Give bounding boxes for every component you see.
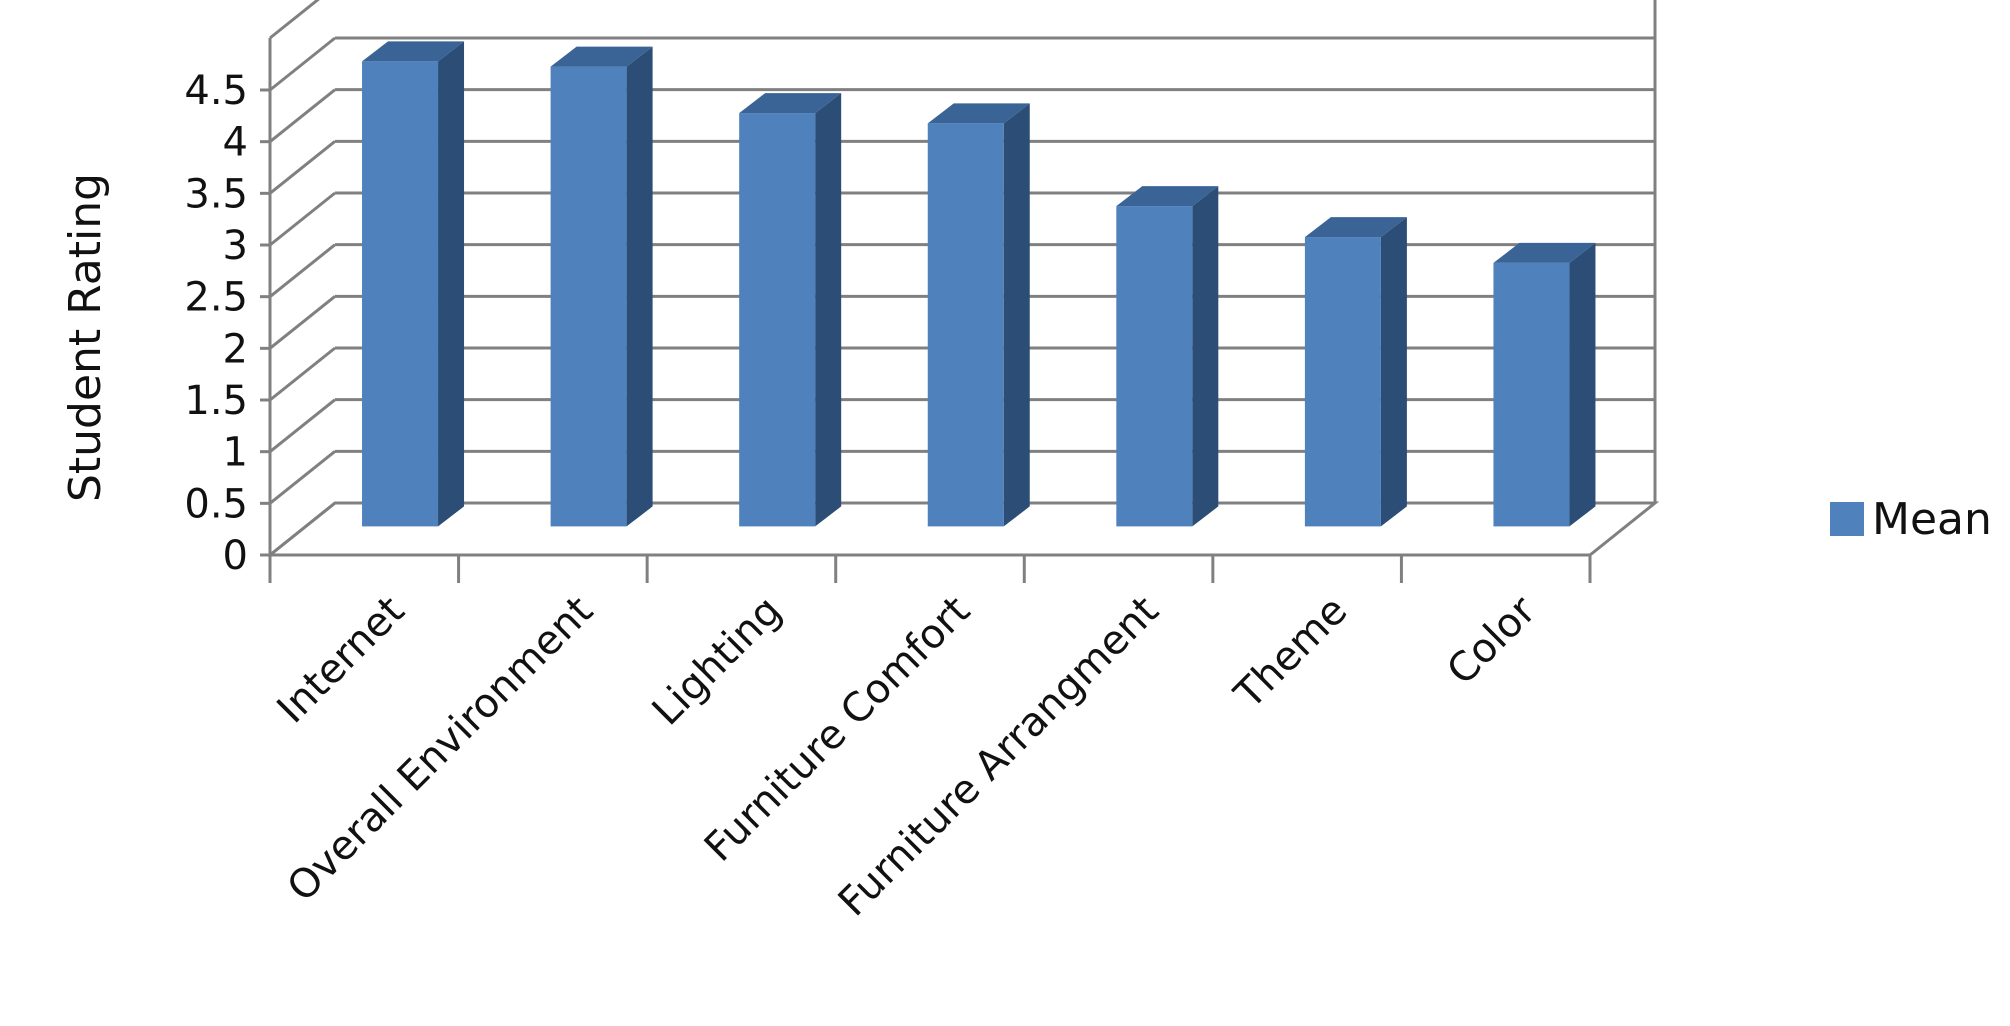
bar-side	[438, 41, 465, 527]
bar	[1304, 217, 1407, 527]
bar	[362, 41, 465, 527]
bar-top	[362, 41, 465, 62]
bar	[550, 46, 653, 527]
x-tick-label: Theme	[1225, 588, 1356, 719]
axes	[260, 0, 1657, 583]
gridline-side	[269, 0, 320, 40]
gridline-side	[269, 243, 336, 298]
bar	[739, 93, 842, 527]
bar-front	[927, 123, 1004, 527]
bar-front	[1493, 262, 1570, 527]
bar-front	[550, 66, 627, 527]
legend: Mean	[1830, 494, 1992, 545]
y-tick-labels: 0 0.5 1 1.5 2 2.5 3 3.5 4 4.5	[184, 68, 248, 579]
y-tick-label: 4	[223, 120, 248, 166]
bars	[362, 41, 1596, 527]
bar	[1116, 186, 1219, 527]
bar-top	[1116, 186, 1219, 207]
gridline-side	[269, 346, 336, 402]
x-tick-label: Furniture Arrangment	[830, 588, 1168, 926]
bar-top	[1304, 217, 1407, 238]
bar-front	[362, 61, 439, 527]
bar-top	[927, 103, 1030, 124]
gridline-side	[269, 450, 336, 505]
bar-front	[1304, 237, 1381, 527]
x-tick-label: Internet	[269, 588, 414, 733]
bar-side	[1003, 103, 1030, 527]
bar-side	[1569, 242, 1596, 527]
x-tick-label: Lighting	[644, 588, 791, 735]
bar-top	[550, 46, 653, 67]
gridline-side	[269, 398, 336, 453]
y-tick-label: 3	[223, 223, 248, 269]
y-tick-label: 0.5	[184, 481, 248, 527]
bar	[1493, 242, 1596, 527]
y-tick-label: 2.5	[184, 275, 248, 321]
x-tick-label: Overall Environment	[279, 588, 602, 911]
y-tick-label: 4.5	[184, 68, 248, 114]
y-tick-label: 1.5	[184, 378, 248, 424]
legend-label: Mean	[1872, 494, 1992, 545]
y-tick-label: 2	[223, 326, 248, 372]
bar-front	[1116, 206, 1193, 527]
gridline-side	[269, 501, 336, 557]
gridline-side	[269, 295, 336, 350]
bar-side	[626, 46, 653, 527]
gridline-side	[269, 88, 336, 143]
gridline-side	[269, 36, 336, 92]
bar	[927, 103, 1030, 527]
bar-side	[815, 93, 842, 527]
y-tick-label: 1	[223, 430, 248, 476]
gridline-side	[269, 140, 336, 195]
bar-side	[1192, 186, 1219, 527]
x-tick-label: Color	[1438, 587, 1545, 694]
bar-side	[1380, 217, 1407, 527]
y-tick-label: 0	[223, 533, 248, 579]
bar-top	[739, 93, 842, 114]
bar-top	[1493, 242, 1596, 263]
legend-swatch	[1830, 502, 1864, 536]
bar-front	[739, 113, 816, 527]
gridline-side	[269, 191, 336, 247]
y-tick-label: 3.5	[184, 171, 248, 217]
y-axis-title: Student Rating	[60, 173, 111, 502]
